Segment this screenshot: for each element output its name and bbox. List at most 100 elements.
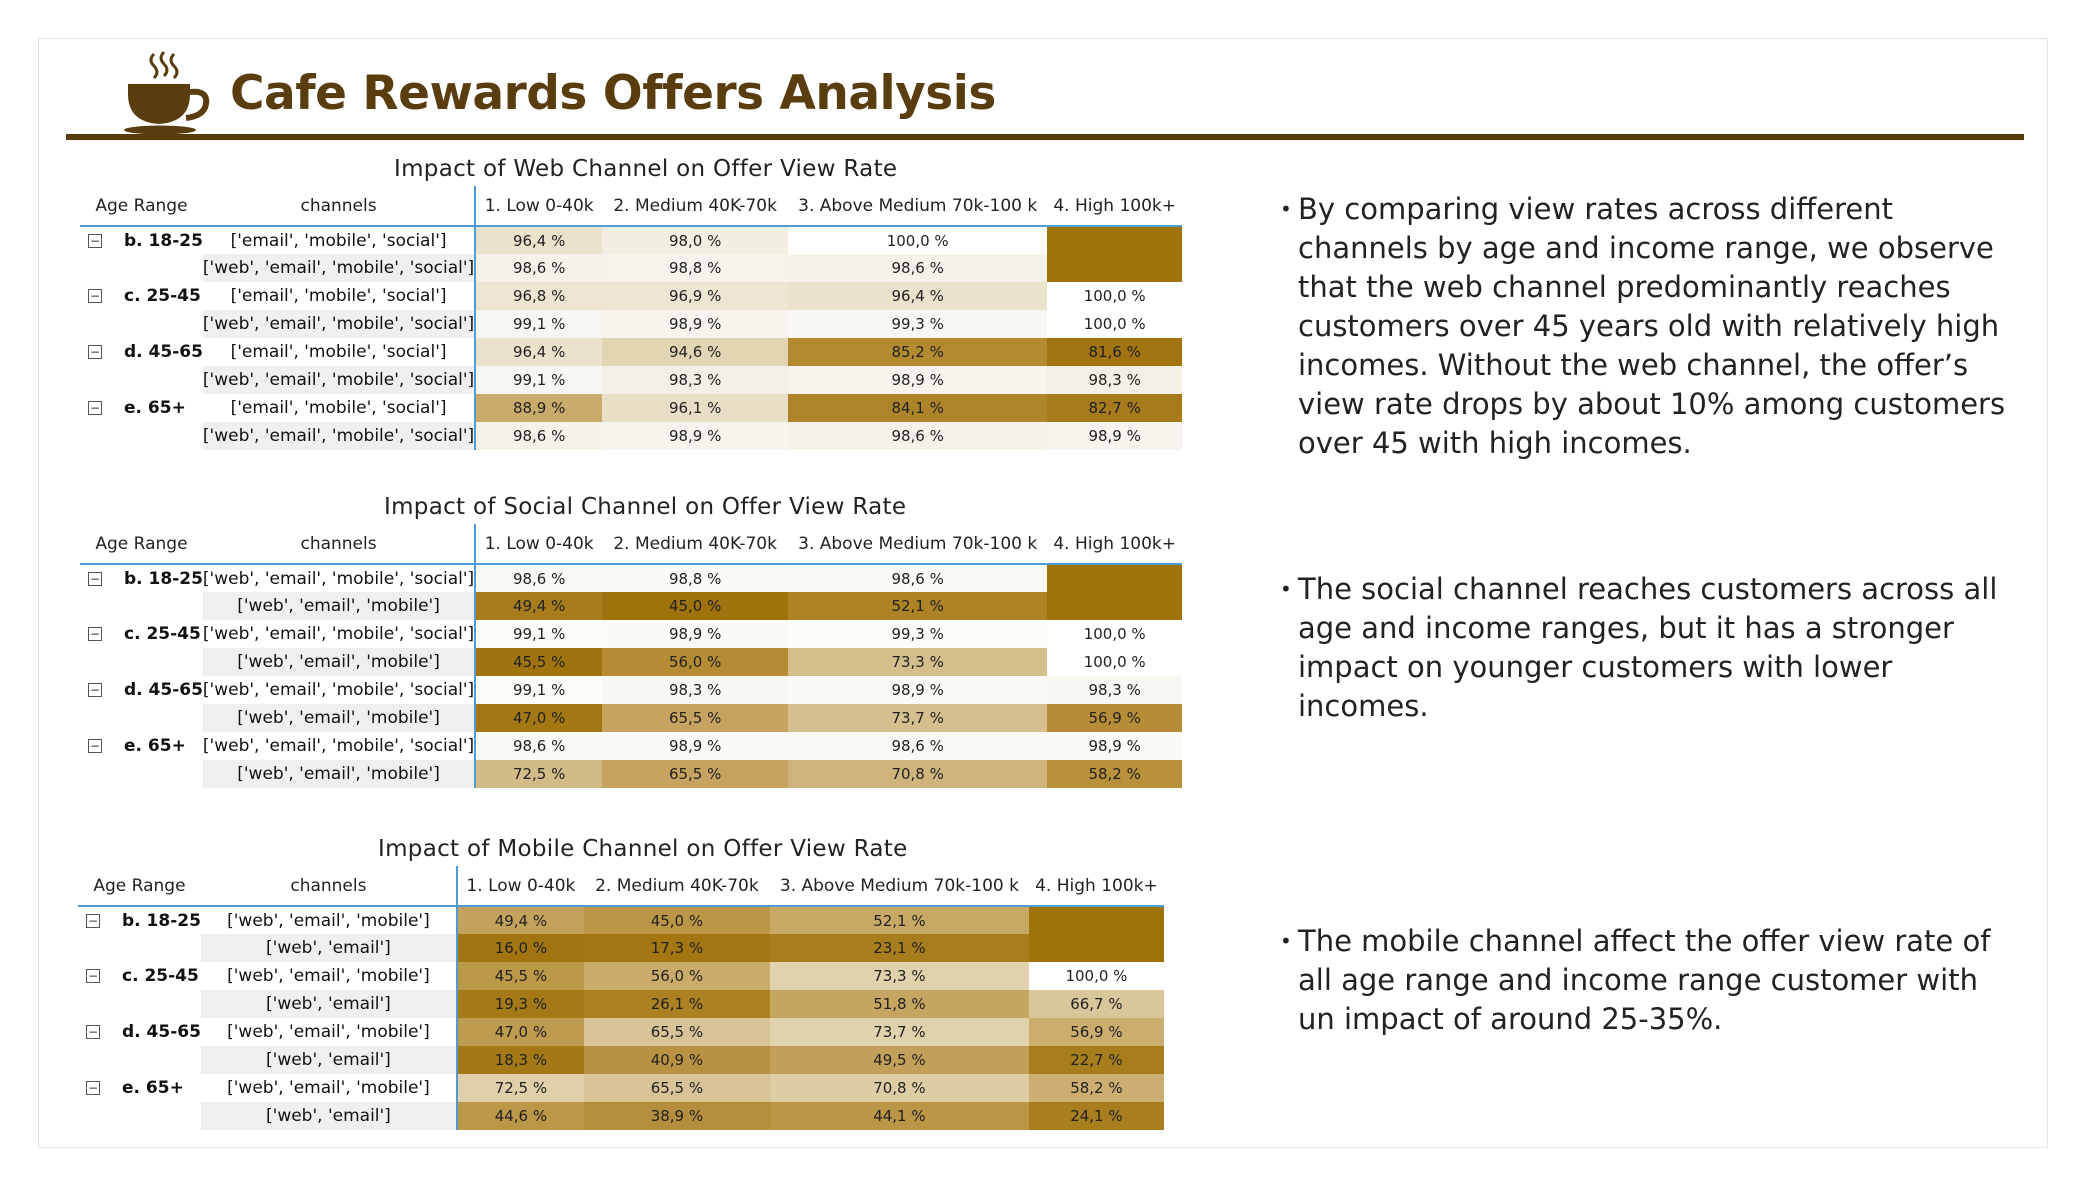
age-range-label: b. 18-25 [124,568,203,589]
collapse-icon[interactable]: − [86,969,100,983]
col-header-channels[interactable]: channels [202,524,477,564]
channels-cell: ['web', 'email', 'mobile', 'social'] [202,254,477,282]
value-cell: 100,0 % [1047,648,1183,676]
collapse-icon[interactable]: − [88,627,102,641]
collapse-icon[interactable]: − [88,233,102,248]
value-cell: 49,5 % [769,1046,1029,1074]
value-cell [1047,225,1183,254]
value-cell: 45,0 % [602,592,789,620]
table-row: − d. 45-65 ['web', 'email', 'mobile', 'soc… [80,676,1183,704]
age-range-label: e. 65+ [122,1078,184,1098]
value-cell: 16,0 % [456,934,584,962]
collapse-icon[interactable]: − [88,345,102,359]
bullet-icon: • [1280,197,1292,221]
table-row: − e. 65+ ['web', 'email', 'mobile', 'socia… [80,732,1183,760]
col-header-age[interactable]: Age Range [93,875,186,896]
col-header-age[interactable]: Age Range [95,195,188,216]
mobile-table-title: Impact of Mobile Channel on Offer View R… [378,836,908,862]
value-cell: 98,9 % [602,732,789,760]
collapse-icon[interactable]: − [88,739,102,753]
value-cell: 100,0 % [1047,620,1183,648]
age-group-cell: − d. 45-65 [78,1018,201,1046]
age-group-cell: − c. 25-45 [80,620,203,648]
age-group-cell: − b. 18-25 [80,225,203,254]
col-header-age[interactable]: Age Range [95,533,188,554]
table-row: − b. 18-25 ['email', 'mobile', 'social'] 96… [80,225,1183,254]
col-header-channels[interactable]: channels [202,186,477,226]
col-header-high[interactable]: 4. High 100k+ [1053,533,1176,554]
value-cell: 45,5 % [475,648,603,676]
table-row: ['web', 'email', 'mobile'] 49,4 % 45,0 % 52… [80,592,1183,620]
table-row: − d. 45-65 ['web', 'email', 'mobile'] 47,0 … [78,1018,1164,1046]
age-range-label: d. 45-65 [122,1022,201,1042]
note-social: • The social channel reaches customers ac… [1280,570,2020,726]
age-range-label: d. 45-65 [124,680,203,700]
table-row: ['web', 'email'] 16,0 % 17,3 % 23,1 % [78,934,1164,962]
col-header-medium[interactable]: 2. Medium 40K-70k [595,875,759,896]
collapse-icon[interactable]: − [86,1025,100,1039]
col-header-low[interactable]: 1. Low 0-40k [466,875,576,896]
table-row: − c. 25-45 ['email', 'mobile', 'social'] 96… [80,282,1183,310]
mobile-channel-matrix: Age Range channels 1. Low 0-40k 2. Mediu… [78,866,1164,1130]
value-cell: 45,0 % [583,905,770,934]
bullet-icon: • [1280,577,1292,601]
collapse-icon[interactable]: − [88,571,102,586]
age-empty-cell [78,990,201,1018]
report-header: Cafe Rewards Offers Analysis [120,48,996,138]
col-header-above-medium[interactable]: 3. Above Medium 70k-100 k [779,875,1019,896]
value-cell: 73,3 % [769,962,1029,990]
col-header-high[interactable]: 4. High 100k+ [1053,195,1176,216]
note-web: • By comparing view rates across differen… [1280,190,2020,463]
value-cell: 98,9 % [602,422,789,450]
value-cell: 56,0 % [602,648,789,676]
note-text: The social channel reaches customers acr… [1298,572,1998,723]
col-header-low[interactable]: 1. Low 0-40k [484,195,594,216]
value-cell: 56,0 % [583,962,770,990]
report-canvas [38,38,2048,1148]
collapse-icon[interactable]: − [86,1081,100,1095]
channels-cell: ['email', 'mobile', 'social'] [202,394,477,422]
value-cell: 18,3 % [456,1046,584,1074]
value-cell: 96,8 % [475,282,603,310]
col-header-above-medium[interactable]: 3. Above Medium 70k-100 k [798,533,1038,554]
collapse-icon[interactable]: − [88,401,102,415]
col-header-low[interactable]: 1. Low 0-40k [484,533,594,554]
value-cell: 56,9 % [1028,1018,1164,1046]
value-cell: 98,6 % [788,422,1048,450]
value-cell: 98,3 % [1047,366,1183,394]
collapse-icon[interactable]: − [86,913,100,928]
table-row: ['web', 'email', 'mobile', 'social'] 98,6… [80,422,1183,450]
col-header-high[interactable]: 4. High 100k+ [1035,875,1158,896]
value-cell: 65,5 % [602,760,789,788]
value-cell: 98,8 % [602,254,789,282]
collapse-icon[interactable]: − [88,289,102,303]
age-group-cell: − b. 18-25 [80,563,203,592]
value-cell: 98,6 % [475,563,603,592]
col-header-medium[interactable]: 2. Medium 40K-70k [613,533,777,554]
value-cell: 98,6 % [475,422,603,450]
value-cell: 22,7 % [1028,1046,1164,1074]
col-header-channels[interactable]: channels [200,866,458,906]
value-cell: 45,5 % [456,962,584,990]
age-empty-cell [80,760,203,788]
value-cell: 99,1 % [475,620,603,648]
channels-cell: ['web', 'email'] [200,1102,458,1130]
value-cell: 52,1 % [788,592,1048,620]
col-header-above-medium[interactable]: 3. Above Medium 70k-100 k [798,195,1038,216]
bullet-icon: • [1280,929,1292,953]
value-cell: 98,6 % [788,563,1048,592]
value-cell: 88,9 % [475,394,603,422]
channels-cell: ['web', 'email', 'mobile', 'social'] [202,563,477,592]
value-cell: 98,3 % [1047,676,1183,704]
collapse-icon[interactable]: − [88,683,102,697]
value-cell: 98,9 % [788,676,1048,704]
age-range-label: d. 45-65 [124,342,203,362]
value-cell: 98,0 % [602,225,789,254]
value-cell: 49,4 % [475,592,603,620]
table-row: ['web', 'email'] 18,3 % 40,9 % 49,5 % 22,7 % [78,1046,1164,1074]
age-group-cell: − e. 65+ [80,732,203,760]
value-cell: 100,0 % [788,225,1048,254]
table-row: − b. 18-25 ['web', 'email', 'mobile', 'soc… [80,563,1183,592]
channels-cell: ['web', 'email'] [200,934,458,962]
col-header-medium[interactable]: 2. Medium 40K-70k [613,195,777,216]
